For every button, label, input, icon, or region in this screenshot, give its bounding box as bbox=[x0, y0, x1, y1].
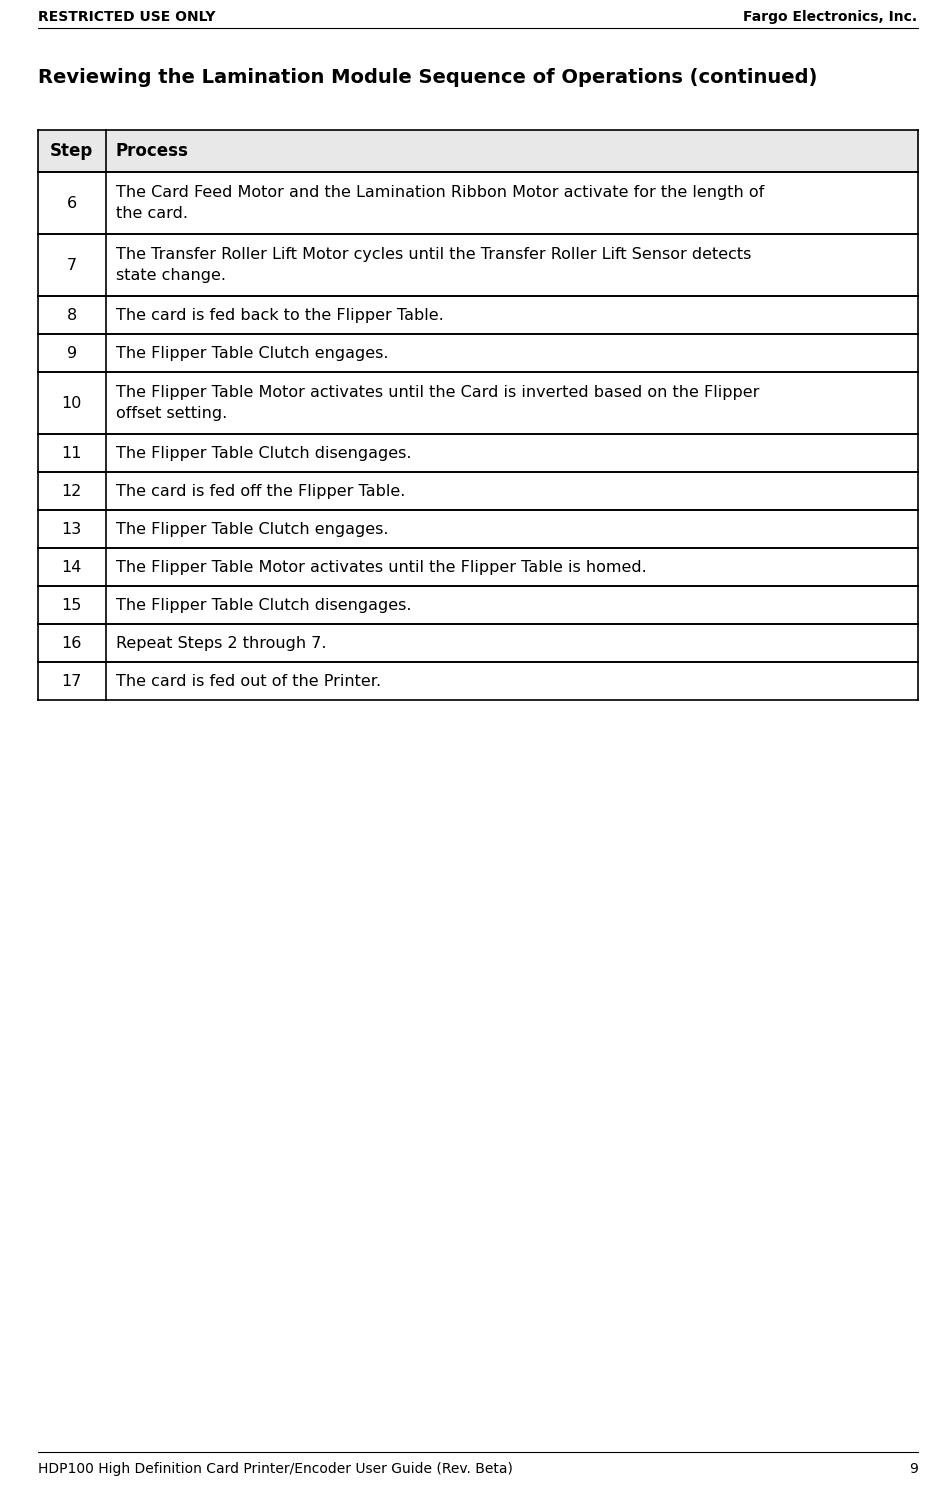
Bar bbox=[38, 434, 106, 473]
Text: The Card Feed Motor and the Lamination Ribbon Motor activate for the length of
t: The Card Feed Motor and the Lamination R… bbox=[115, 186, 764, 221]
Bar bbox=[106, 434, 918, 473]
Bar bbox=[38, 233, 106, 296]
Text: Step: Step bbox=[50, 142, 93, 160]
Bar bbox=[106, 373, 918, 434]
Text: 13: 13 bbox=[61, 522, 82, 537]
Text: The card is fed off the Flipper Table.: The card is fed off the Flipper Table. bbox=[115, 483, 405, 498]
Bar bbox=[38, 172, 106, 233]
Bar bbox=[106, 130, 918, 172]
Text: 6: 6 bbox=[67, 196, 76, 211]
Text: The Flipper Table Motor activates until the Flipper Table is homed.: The Flipper Table Motor activates until … bbox=[115, 560, 647, 574]
Bar bbox=[38, 510, 106, 548]
Bar bbox=[106, 334, 918, 373]
Bar bbox=[38, 296, 106, 334]
Text: Fargo Electronics, Inc.: Fargo Electronics, Inc. bbox=[744, 10, 918, 24]
Text: HDP100 High Definition Card Printer/Encoder User Guide (Rev. Beta): HDP100 High Definition Card Printer/Enco… bbox=[38, 1462, 513, 1477]
Text: The card is fed out of the Printer.: The card is fed out of the Printer. bbox=[115, 673, 380, 688]
Bar bbox=[106, 172, 918, 233]
Text: 9: 9 bbox=[909, 1462, 918, 1477]
Bar bbox=[38, 130, 106, 172]
Bar bbox=[38, 624, 106, 663]
Text: 11: 11 bbox=[61, 446, 82, 461]
Text: Process: Process bbox=[115, 142, 189, 160]
Bar bbox=[106, 548, 918, 586]
Bar bbox=[106, 663, 918, 700]
Text: Repeat Steps 2 through 7.: Repeat Steps 2 through 7. bbox=[115, 636, 326, 651]
Text: 9: 9 bbox=[67, 346, 76, 361]
Text: 8: 8 bbox=[66, 308, 76, 323]
Text: The Flipper Table Clutch disengages.: The Flipper Table Clutch disengages. bbox=[115, 597, 411, 612]
Text: 17: 17 bbox=[61, 673, 82, 688]
Text: RESTRICTED USE ONLY: RESTRICTED USE ONLY bbox=[38, 10, 215, 24]
Text: The Flipper Table Clutch engages.: The Flipper Table Clutch engages. bbox=[115, 346, 388, 361]
Text: 14: 14 bbox=[61, 560, 82, 574]
Bar bbox=[106, 233, 918, 296]
Bar bbox=[106, 624, 918, 663]
Bar bbox=[106, 510, 918, 548]
Bar bbox=[38, 473, 106, 510]
Text: 12: 12 bbox=[61, 483, 82, 498]
Bar bbox=[106, 473, 918, 510]
Text: The Transfer Roller Lift Motor cycles until the Transfer Roller Lift Sensor dete: The Transfer Roller Lift Motor cycles un… bbox=[115, 247, 750, 283]
Bar bbox=[38, 548, 106, 586]
Text: Reviewing the Lamination Module Sequence of Operations (continued): Reviewing the Lamination Module Sequence… bbox=[38, 67, 818, 87]
Text: 16: 16 bbox=[61, 636, 82, 651]
Bar bbox=[38, 334, 106, 373]
Bar bbox=[106, 296, 918, 334]
Text: The Flipper Table Clutch engages.: The Flipper Table Clutch engages. bbox=[115, 522, 388, 537]
Text: 10: 10 bbox=[61, 395, 82, 410]
Text: 7: 7 bbox=[67, 257, 76, 272]
Text: The Flipper Table Clutch disengages.: The Flipper Table Clutch disengages. bbox=[115, 446, 411, 461]
Bar bbox=[38, 663, 106, 700]
Bar bbox=[106, 586, 918, 624]
Bar bbox=[38, 586, 106, 624]
Text: 15: 15 bbox=[61, 597, 82, 612]
Text: The card is fed back to the Flipper Table.: The card is fed back to the Flipper Tabl… bbox=[115, 308, 444, 323]
Text: The Flipper Table Motor activates until the Card is inverted based on the Flippe: The Flipper Table Motor activates until … bbox=[115, 386, 759, 420]
Bar bbox=[38, 373, 106, 434]
